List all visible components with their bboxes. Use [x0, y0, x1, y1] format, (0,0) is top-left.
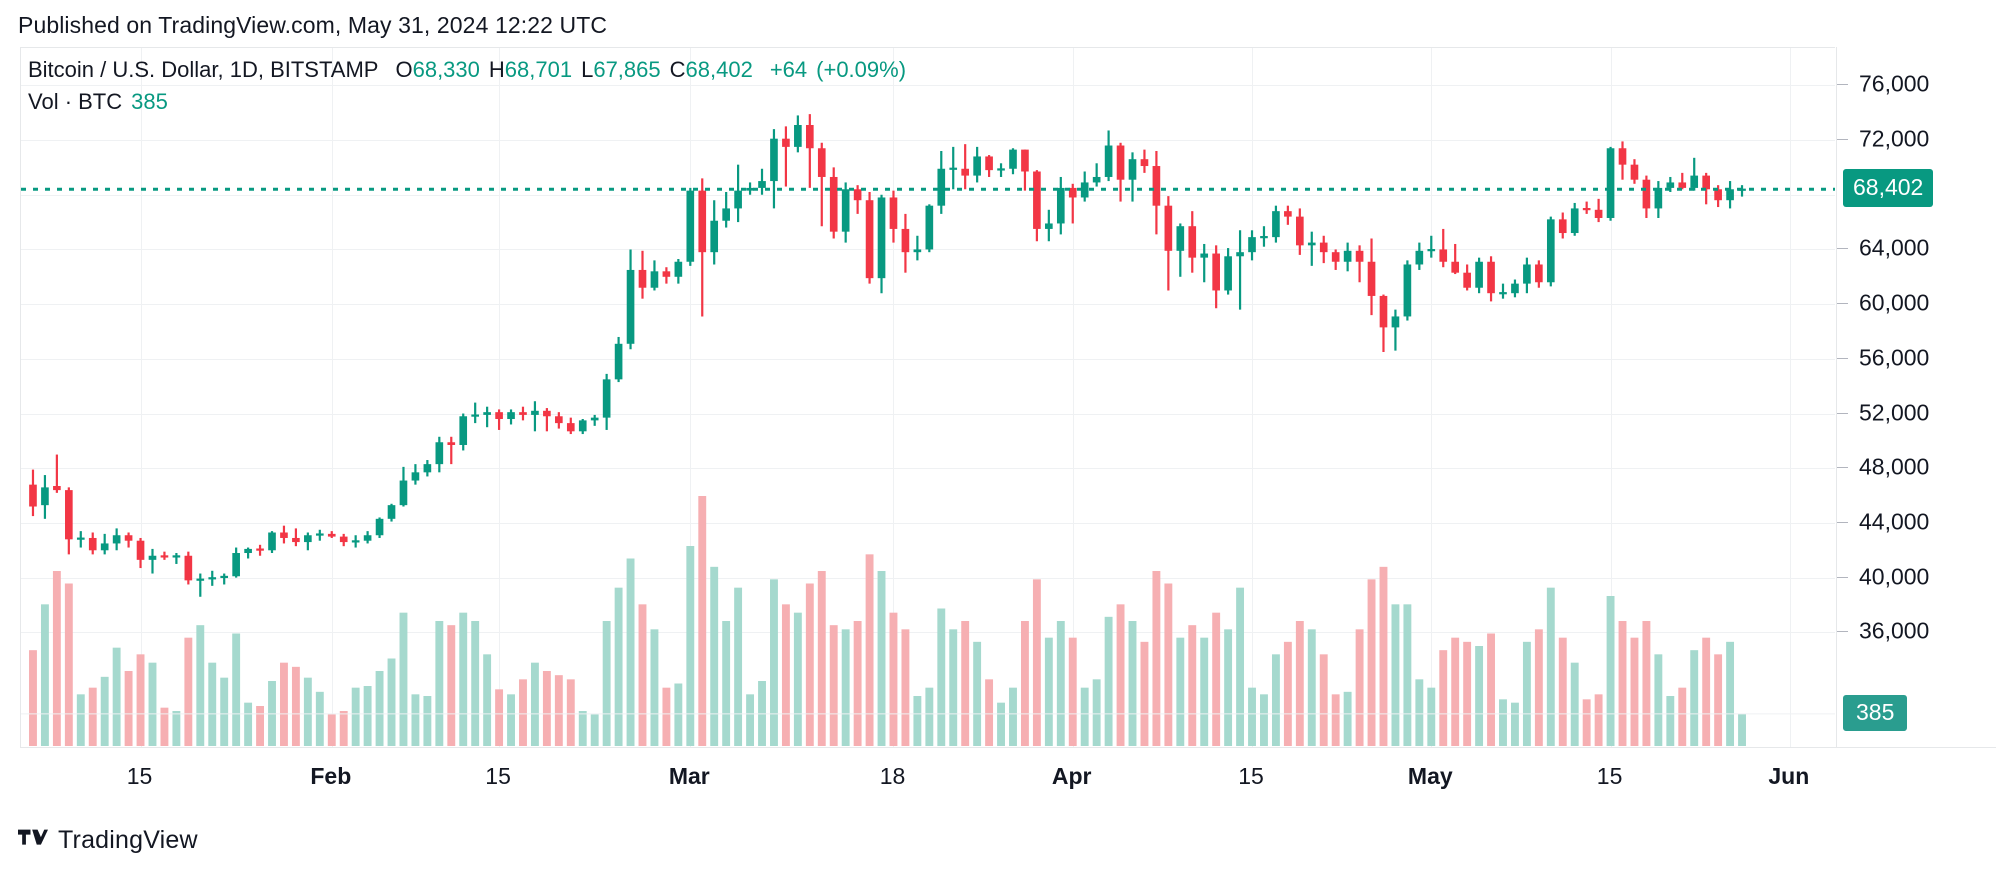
- price-tick-label: 40,000: [1859, 563, 1930, 590]
- price-tick-mark: [1837, 467, 1848, 469]
- price-tick-mark: [1837, 248, 1848, 250]
- time-tick-label: Mar: [668, 763, 710, 789]
- tradingview-brand-label: TradingView: [58, 826, 198, 854]
- chart-plot-area[interactable]: [21, 48, 1835, 747]
- price-tick-label: 52,000: [1859, 399, 1930, 425]
- time-tick-label: 15: [485, 763, 511, 789]
- time-tick-label: 18: [879, 763, 906, 789]
- price-tick-label: 76,000: [1859, 70, 1930, 97]
- current-price-badge[interactable]: 68,402: [1843, 169, 1934, 208]
- price-tick-mark: [1837, 576, 1848, 578]
- current-volume-badge[interactable]: 385: [1843, 694, 1908, 731]
- price-tick-label: 56,000: [1859, 344, 1930, 371]
- price-tick-mark: [1837, 631, 1848, 633]
- price-tick-mark: [1837, 139, 1848, 140]
- chart-plot-frame: [20, 47, 1835, 747]
- time-axis[interactable]: 15 Feb 15 Mar 18 Apr 15 May 15 Jun: [20, 747, 1996, 807]
- price-tick-label: 36,000: [1859, 617, 1930, 644]
- candlestick-series[interactable]: [21, 48, 1835, 747]
- price-tick-label: 72,000: [1859, 125, 1930, 152]
- price-tick-mark: [1837, 303, 1848, 305]
- time-tick-label: 15: [126, 763, 153, 789]
- time-tick-label: 15: [1238, 763, 1264, 789]
- price-tick-label: 48,000: [1859, 453, 1930, 480]
- price-tick-mark: [1837, 412, 1848, 414]
- price-tick-label: 60,000: [1859, 289, 1930, 316]
- price-tick-label: 64,000: [1859, 234, 1930, 261]
- price-tick-mark: [1837, 84, 1848, 86]
- time-tick-label: Jun: [1768, 763, 1810, 789]
- time-tick-label: Feb: [310, 763, 352, 789]
- price-tick-mark: [1837, 357, 1848, 359]
- time-tick-label: 15: [1596, 763, 1623, 789]
- tradingview-logo-icon: [18, 827, 48, 854]
- price-tick-label: 44,000: [1859, 508, 1930, 535]
- price-axis[interactable]: 76,000 72,000 64,000 60,000 56,000 52,000 48,0…: [1836, 47, 1996, 747]
- price-tick-mark: [1837, 521, 1848, 523]
- footer-brand: TradingView: [18, 826, 198, 855]
- time-tick-label: Apr: [1051, 763, 1092, 789]
- time-tick-label: May: [1407, 763, 1453, 789]
- published-caption: Published on TradingView.com, May 31, 20…: [18, 12, 608, 38]
- chart-gridlines: [21, 48, 1835, 747]
